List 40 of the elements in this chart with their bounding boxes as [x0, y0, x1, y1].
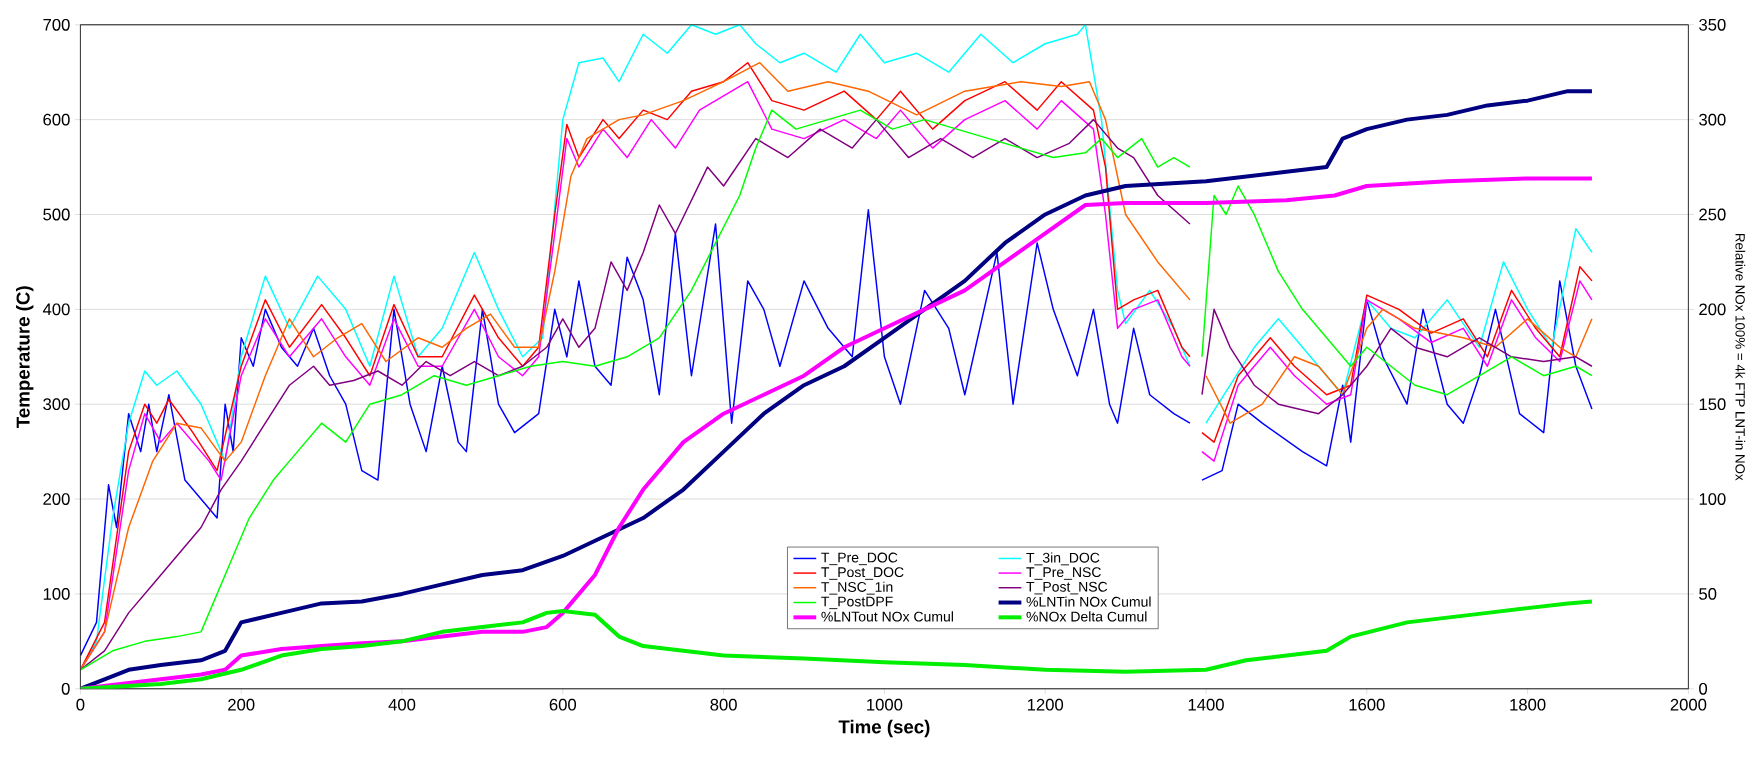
y-tick-label: 700: [43, 18, 70, 31]
x-tick-label: 1000: [867, 698, 903, 711]
y-tick-label: 0: [61, 682, 70, 695]
y-tick-label: 500: [43, 208, 70, 221]
legend-label: T_Pre_NSC: [1026, 567, 1101, 580]
y-tick-label: 300: [43, 398, 70, 411]
y2-tick-label: 150: [1699, 398, 1726, 411]
x-tick-label: 1800: [1510, 698, 1546, 711]
x-tick-label: 0: [76, 698, 85, 711]
legend-label: %LNTout NOx Cumul: [821, 611, 953, 622]
legend-label: T_PostDPF: [821, 596, 893, 610]
x-tick-label: 1400: [1188, 698, 1224, 711]
legend-label: T_NSC_1in: [821, 581, 893, 595]
y2-axis-title: Relative NOx 100% = 4k FTP LNT-in NOx: [1735, 233, 1746, 481]
y-axis-title: Temperature (C): [16, 286, 34, 428]
x-axis-title: Time (sec): [838, 719, 930, 738]
x-tick-label: 400: [388, 698, 416, 711]
legend-label: %LNTin NOx Cumul: [1026, 596, 1151, 607]
y-tick-label: 200: [43, 493, 70, 505]
x-tick-label: 1200: [1027, 698, 1064, 711]
x-tick-label: 600: [549, 698, 577, 711]
x-tick-label: 2000: [1670, 698, 1707, 711]
x-tick-label: 800: [710, 698, 737, 711]
y-tick-label: 600: [43, 113, 70, 126]
y2-tick-label: 0: [1699, 682, 1708, 695]
y2-tick-label: 50: [1699, 588, 1717, 600]
y2-tick-label: 200: [1699, 303, 1726, 316]
y2-tick-label: 300: [1699, 113, 1726, 126]
y-tick-label: 100: [43, 588, 70, 600]
y2-tick-label: 350: [1699, 18, 1726, 31]
x-tick-label: 200: [228, 698, 255, 711]
legend-label: %NOx Delta Cumul: [1026, 611, 1147, 622]
legend-label: T_Post_DOC: [821, 567, 904, 580]
y2-tick-label: 250: [1699, 208, 1726, 221]
legend-label: T_3in_DOC: [1026, 552, 1100, 566]
x-tick-label: 1600: [1349, 698, 1385, 711]
y-tick-label: 400: [42, 303, 70, 316]
legend-label: T_Post_NSC: [1026, 581, 1108, 595]
y2-tick-label: 100: [1699, 493, 1726, 505]
legend-label: T_Pre_DOC: [821, 552, 898, 566]
